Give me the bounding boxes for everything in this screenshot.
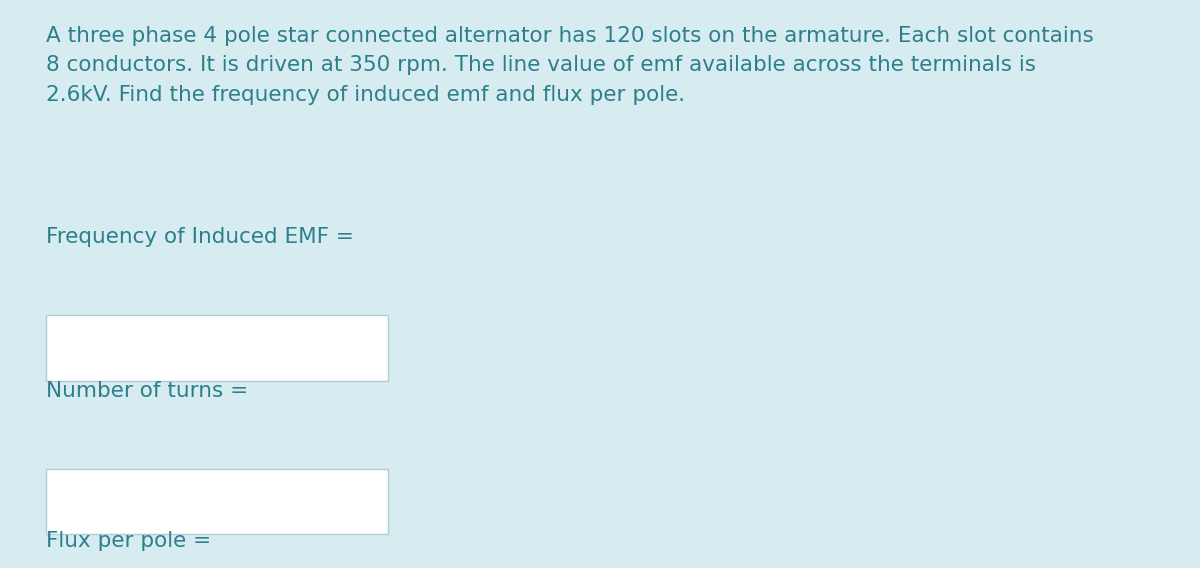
Text: Number of turns =: Number of turns = (46, 381, 247, 400)
FancyBboxPatch shape (46, 469, 388, 534)
FancyBboxPatch shape (46, 315, 388, 381)
Text: Frequency of Induced EMF =: Frequency of Induced EMF = (46, 227, 354, 247)
Text: A three phase 4 pole star connected alternator has 120 slots on the armature. Ea: A three phase 4 pole star connected alte… (46, 26, 1093, 105)
Text: Flux per pole =: Flux per pole = (46, 531, 211, 551)
